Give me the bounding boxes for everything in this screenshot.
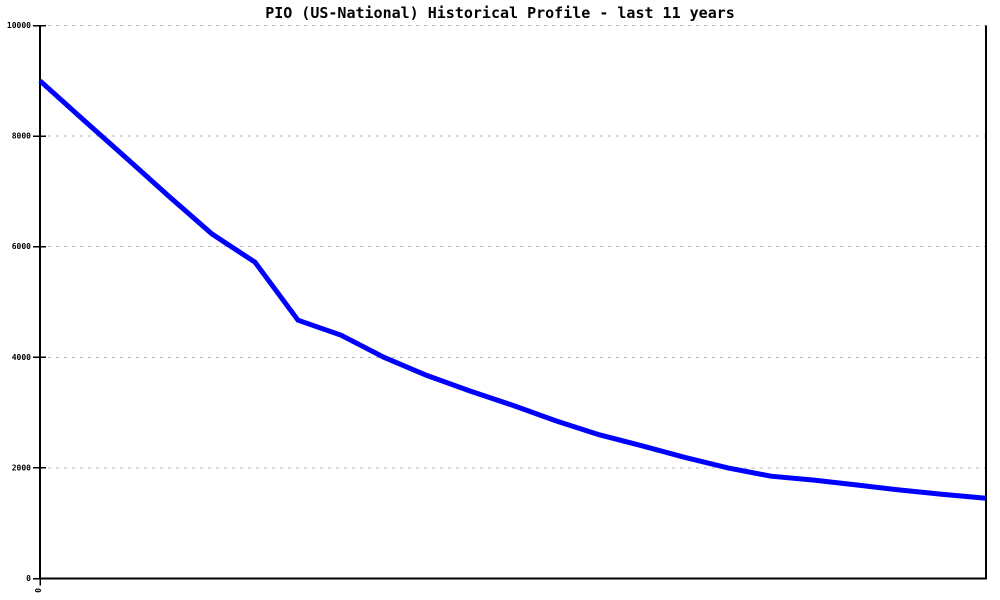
y-tick-label-4000: 4000 [12, 353, 31, 362]
x-axis-tick-labels: 0 [33, 588, 42, 593]
y-tick-label-6000: 6000 [12, 242, 31, 251]
axes-frame [33, 24, 987, 586]
x-tick-label-0: 0 [33, 588, 42, 593]
y-axis-tick-labels: 0 2000 4000 6000 8000 10000 [7, 21, 31, 583]
data-series-layer [38, 78, 987, 501]
gridlines [40, 25, 986, 469]
y-tick-label-2000: 2000 [12, 463, 31, 472]
data-line-series-0 [38, 78, 987, 501]
chart-title: PIO (US-National) Historical Profile - l… [265, 4, 735, 22]
y-tick-label-8000: 8000 [12, 132, 31, 141]
y-tick-label-0: 0 [26, 574, 31, 583]
y-tick-label-10000: 10000 [7, 21, 31, 30]
